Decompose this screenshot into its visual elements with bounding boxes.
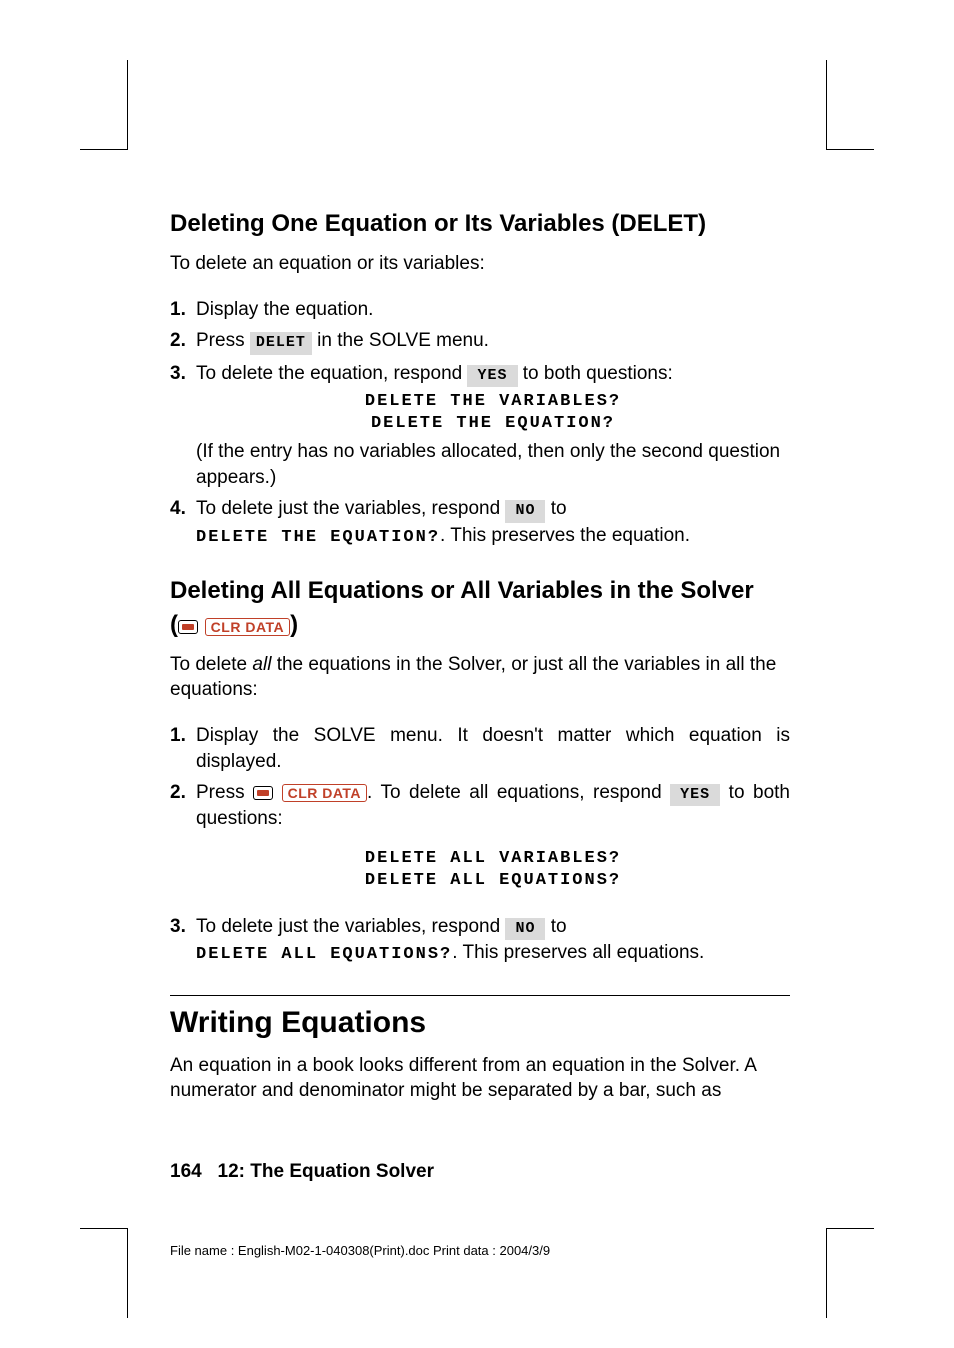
lcd-inline: DELETE THE EQUATION? xyxy=(196,528,440,547)
shift-key-icon xyxy=(253,786,273,800)
heading-delet: Deleting One Equation or Its Variables (… xyxy=(170,210,790,238)
item-text: To delete the equation, respond YES to b… xyxy=(196,361,790,491)
intro-1: To delete an equation or its variables: xyxy=(170,252,790,277)
text: To delete just the variables, respond xyxy=(196,916,505,937)
lcd-block: DELETE THE VARIABLES? DELETE THE EQUATIO… xyxy=(196,391,790,435)
page-footer: 164 12: The Equation Solver xyxy=(170,1161,434,1183)
item-text: Press DELET in the SOLVE menu. xyxy=(196,328,790,354)
page-number: 164 xyxy=(170,1161,202,1182)
heading-writing: Writing Equations xyxy=(170,1006,790,1040)
text: To delete the equation, respond xyxy=(196,363,467,384)
paren-close: ) xyxy=(290,611,298,638)
softkey-no: NO xyxy=(505,500,545,522)
softkey-delet: DELET xyxy=(250,332,312,354)
item-num: 3. xyxy=(170,914,196,967)
text-italic: all xyxy=(252,654,271,675)
crop-mark-br xyxy=(826,1228,874,1318)
item-num: 2. xyxy=(170,328,196,354)
clr-data-key: CLR DATA xyxy=(282,784,367,802)
shift-key-icon xyxy=(178,620,198,634)
item-text: To delete just the variables, respond NO… xyxy=(196,496,790,549)
text: in the SOLVE menu. xyxy=(312,330,489,351)
section-rule xyxy=(170,995,790,996)
item-num: 1. xyxy=(170,723,196,774)
text: Press xyxy=(196,330,250,351)
softkey-yes: YES xyxy=(467,365,517,387)
lcd-line: DELETE ALL EQUATIONS? xyxy=(196,870,790,892)
item-num: 4. xyxy=(170,496,196,549)
text: . To delete all equations, respond xyxy=(367,782,670,803)
item-text: Display the equation. xyxy=(196,297,790,323)
text: . This preserves the equation. xyxy=(440,525,690,546)
crop-mark-bl xyxy=(80,1228,128,1318)
lcd-line: DELETE THE VARIABLES? xyxy=(196,391,790,413)
text: to xyxy=(545,498,566,519)
text: to both questions: xyxy=(518,363,673,384)
text: Press xyxy=(196,782,253,803)
softkey-yes: YES xyxy=(670,784,720,806)
page-content: Deleting One Equation or Its Variables (… xyxy=(170,210,790,1124)
softkey-no: NO xyxy=(505,918,545,940)
lcd-line: DELETE ALL VARIABLES? xyxy=(196,848,790,870)
para-writing: An equation in a book looks different fr… xyxy=(170,1054,790,1103)
clr-data-key: CLR DATA xyxy=(205,618,290,636)
text: To delete xyxy=(170,654,252,675)
list-1: 1. Display the equation. 2. Press DELET … xyxy=(170,297,790,550)
lcd-line: DELETE THE EQUATION? xyxy=(196,413,790,435)
file-info-line: File name : English-M02-1-040308(Print).… xyxy=(170,1243,550,1258)
item-text: To delete just the variables, respond NO… xyxy=(196,914,790,967)
item-num: 2. xyxy=(170,780,196,908)
lcd-block: DELETE ALL VARIABLES? DELETE ALL EQUATIO… xyxy=(196,848,790,892)
text: To delete just the variables, respond xyxy=(196,498,505,519)
heading-clrdata: Deleting All Equations or All Variables … xyxy=(170,577,790,605)
text: (If the entry has no variables allocated… xyxy=(196,441,780,488)
item-num: 1. xyxy=(170,297,196,323)
paren-open: ( xyxy=(170,611,178,638)
crop-mark-tl xyxy=(80,60,128,150)
item-text: Press CLR DATA. To delete all equations,… xyxy=(196,780,790,908)
list-2: 1. Display the SOLVE menu. It doesn't ma… xyxy=(170,723,790,968)
heading-clrdata-keys: ( CLR DATA) xyxy=(170,611,790,639)
text: . This preserves all equations. xyxy=(452,942,704,963)
item-num: 3. xyxy=(170,361,196,491)
lcd-inline: DELETE ALL EQUATIONS? xyxy=(196,945,452,964)
item-text: Display the SOLVE menu. It doesn't matte… xyxy=(196,723,790,774)
text: to xyxy=(545,916,566,937)
crop-mark-tr xyxy=(826,60,874,150)
intro-2: To delete all the equations in the Solve… xyxy=(170,653,790,702)
chapter-title: 12: The Equation Solver xyxy=(218,1161,434,1182)
